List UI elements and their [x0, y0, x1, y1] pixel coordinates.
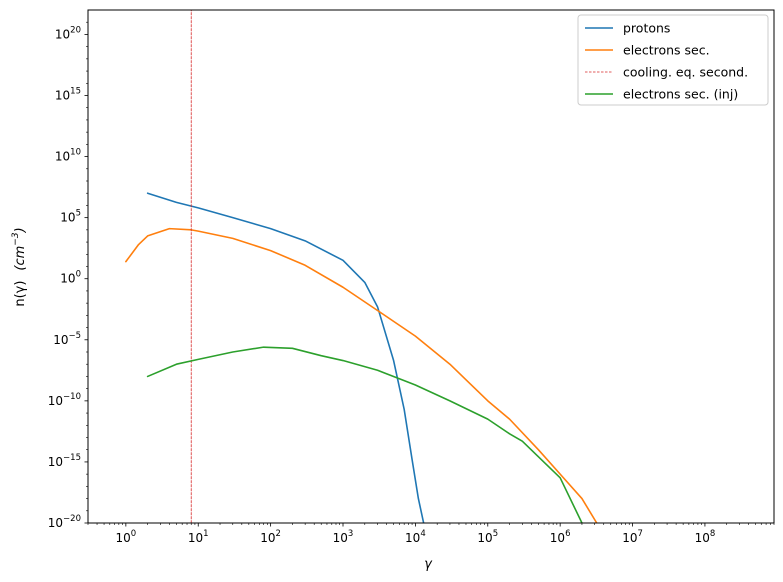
x-tick-label: 104 — [405, 529, 426, 545]
y-tick-label-base: 10 — [48, 516, 63, 530]
x-tick-label-exp: 8 — [710, 529, 715, 539]
x-tick-label-base: 10 — [622, 531, 637, 545]
y-tick-label: 1020 — [55, 25, 81, 41]
y-tick-label: 10−20 — [48, 514, 81, 530]
x-axis: 100 101 102 103 104 105 106 107 108 — [87, 523, 775, 545]
y-tick-label-exp: −5 — [68, 331, 81, 341]
legend-label-electrons-sec-inj: electrons sec. (inj) — [623, 87, 738, 102]
legend: protons electrons sec. cooling. eq. second… — [577, 14, 769, 106]
y-tick-label-exp: −20 — [63, 514, 81, 524]
x-tick-label-base: 10 — [260, 531, 275, 545]
y-tick-label-base: 10 — [53, 333, 68, 347]
y-axis-label-main: n(γ) — [13, 281, 28, 307]
x-tick-label-exp: 5 — [493, 529, 498, 539]
y-tick-label-base: 10 — [55, 89, 70, 103]
y-tick-label-base: 10 — [48, 455, 63, 469]
y-tick-label-base: 10 — [55, 150, 70, 164]
x-tick-label-exp: 0 — [131, 529, 136, 539]
x-tick-label-exp: 3 — [348, 529, 353, 539]
y-tick-label-exp: 5 — [76, 209, 81, 219]
y-tick-label: 10−5 — [53, 331, 81, 347]
y-tick-label: 10−15 — [48, 453, 81, 469]
y-axis-label: n(γ)(cm−3) — [11, 227, 28, 306]
legend-label-protons: protons — [623, 21, 670, 36]
x-tick-label: 101 — [188, 529, 209, 545]
x-tick-label: 103 — [333, 529, 354, 545]
y-tick-label-exp: −15 — [63, 453, 81, 463]
x-tick-label: 106 — [550, 529, 571, 545]
x-tick-label-exp: 4 — [420, 529, 425, 539]
y-tick-label-base: 10 — [60, 211, 75, 225]
y-tick-label-exp: −10 — [63, 392, 81, 402]
series-line-electrons-sec — [125, 227, 598, 523]
x-tick-label: 102 — [260, 529, 281, 545]
x-tick-label-base: 10 — [477, 531, 492, 545]
x-tick-label: 107 — [622, 529, 643, 545]
x-tick-label-exp: 7 — [637, 529, 642, 539]
y-tick-label-base: 10 — [60, 272, 75, 286]
y-tick-label: 100 — [60, 270, 81, 286]
y-tick-label-exp: 10 — [70, 148, 81, 158]
series-layer — [125, 10, 598, 523]
x-tick-label-exp: 1 — [203, 529, 208, 539]
legend-label-cooling-eq-second: cooling. eq. second. — [623, 65, 748, 80]
x-axis-label: γ — [424, 557, 433, 572]
y-tick-label-exp: 15 — [70, 87, 81, 97]
legend-label-electrons-sec: electrons sec. — [623, 43, 710, 58]
x-tick-label-exp: 2 — [276, 529, 281, 539]
y-tick-label: 105 — [60, 209, 81, 225]
y-tick-label: 1010 — [55, 148, 81, 164]
y-axis-label-unit: cm — [13, 246, 28, 266]
y-tick-label-base: 10 — [48, 394, 63, 408]
x-tick-label: 108 — [695, 529, 716, 545]
y-tick-label-base: 10 — [55, 27, 70, 41]
x-tick-label-base: 10 — [115, 531, 130, 545]
y-tick-label: 10−10 — [48, 392, 81, 408]
x-tick-label-base: 10 — [188, 531, 203, 545]
x-tick-label: 105 — [477, 529, 498, 545]
y-axis-label-unit-exp: −3 — [11, 232, 21, 246]
y-tick-label: 1015 — [55, 87, 81, 103]
x-tick-label-base: 10 — [333, 531, 348, 545]
x-tick-label: 100 — [115, 529, 136, 545]
y-tick-label-exp: 20 — [70, 25, 81, 35]
legend-box — [577, 14, 769, 106]
x-tick-label-base: 10 — [550, 531, 565, 545]
series-line-protons — [146, 192, 425, 523]
x-tick-label-base: 10 — [695, 531, 710, 545]
y-tick-label-exp: 0 — [76, 270, 81, 280]
x-tick-label-exp: 6 — [565, 529, 570, 539]
x-tick-label-base: 10 — [405, 531, 420, 545]
series-line-electrons-sec-inj — [146, 346, 583, 523]
